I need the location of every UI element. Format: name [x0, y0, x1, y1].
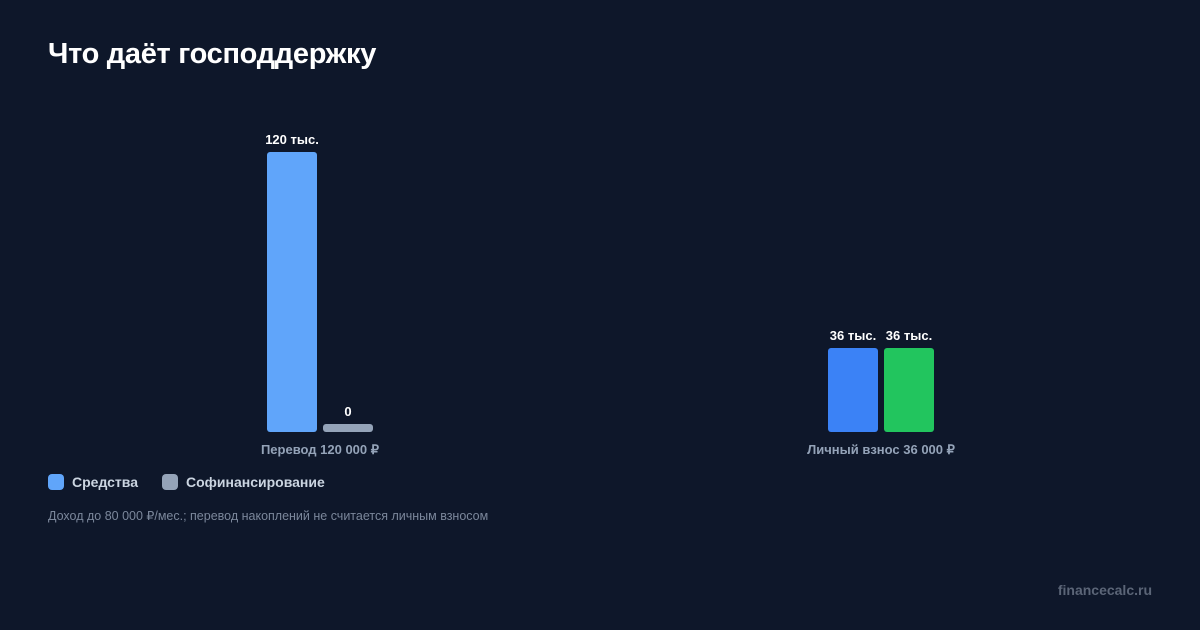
bar-value-label-0-0: 120 тыс.: [265, 132, 319, 147]
legend-item-cofinancing: Софинансирование: [162, 474, 325, 490]
category-label-1: Личный взнос 36 000 ₽: [807, 442, 956, 457]
footnote: Доход до 80 000 ₽/мес.; перевод накоплен…: [48, 509, 489, 523]
legend-label-cofinancing: Софинансирование: [186, 474, 325, 490]
bar-1-1: [884, 348, 934, 432]
bar-value-label-1-1: 36 тыс.: [886, 328, 932, 343]
legend-swatch-sredstva: [48, 474, 64, 490]
bar-1-0: [828, 348, 878, 432]
legend-swatch-cofinancing: [162, 474, 179, 490]
category-label-0: Перевод 120 000 ₽: [261, 442, 380, 457]
watermark: financecalc.ru: [1057, 582, 1152, 598]
legend: Средства Софинансирование: [48, 474, 325, 490]
legend-item-sredstva: Средства: [48, 474, 138, 490]
bar-chart: 120 тыс. 0 Перевод 120 000 ₽ 36 тыс. 36 тыс.…: [261, 132, 956, 457]
bar-value-label-0-1: 0: [344, 404, 351, 419]
chart-title: Что даёт господдержку: [48, 38, 377, 70]
bar-value-label-1-0: 36 тыс.: [830, 328, 876, 343]
legend-label-sredstva: Средства: [72, 474, 139, 490]
bar-0-0: [267, 152, 317, 432]
bar-0-1: [323, 424, 373, 432]
